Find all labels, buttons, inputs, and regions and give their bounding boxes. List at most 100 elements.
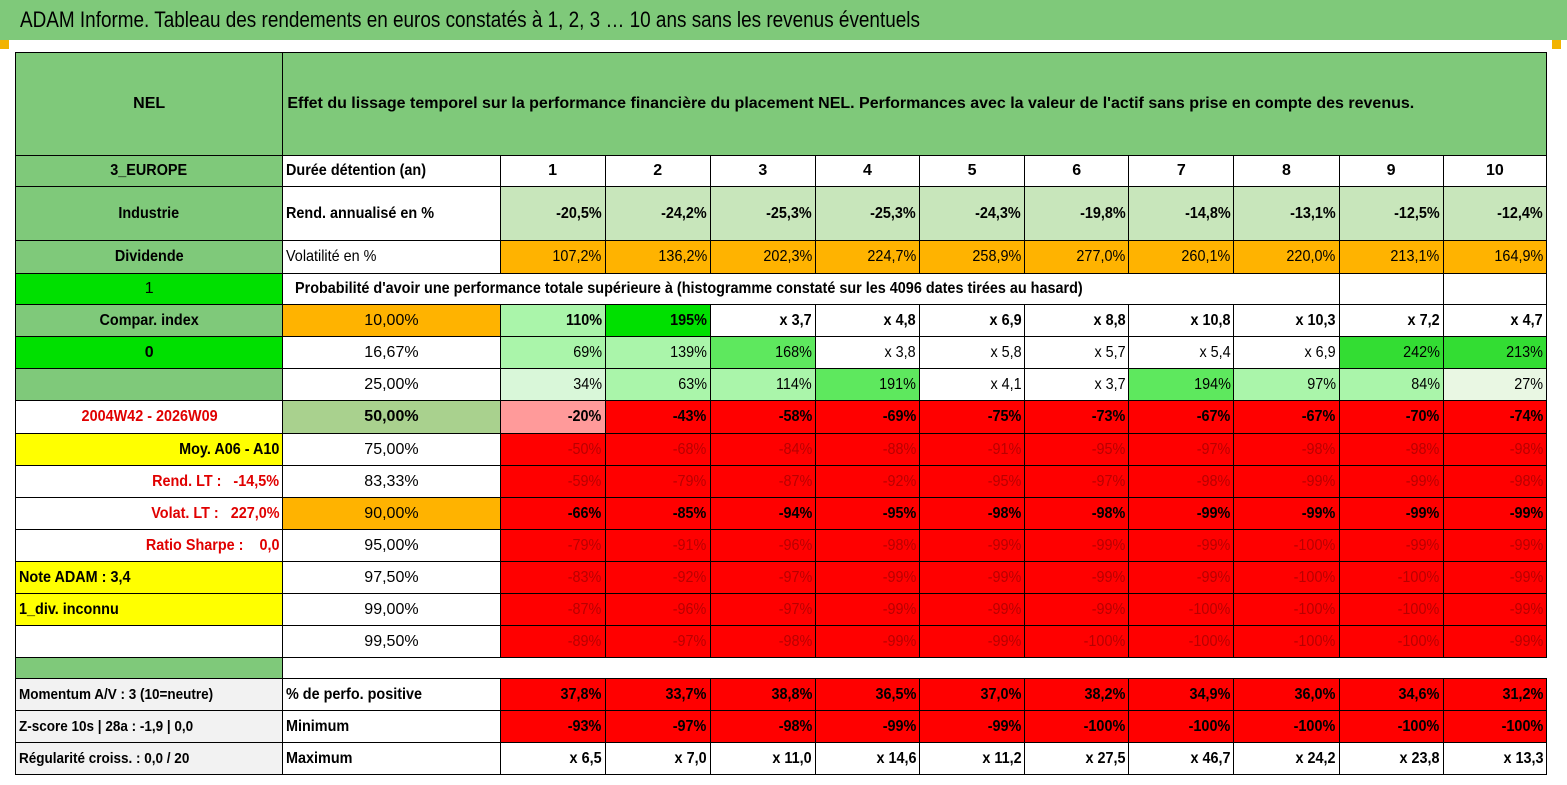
spacer-cell [14, 657, 284, 679]
percentile-cell: x 6,9 [1233, 336, 1340, 369]
spacer-cell [283, 658, 1547, 679]
percentile-row: 99,50% -89% -97% -98% -99% -99% -100% -1… [14, 625, 1548, 658]
minimum-cell: -100% [1128, 710, 1235, 743]
positive-perf-cell: 38,2% [1024, 678, 1130, 711]
volatility-cell: 258,9% [919, 240, 1026, 274]
percentile-cell: 242% [1338, 336, 1444, 369]
percentile-cell: -100% [1128, 593, 1235, 626]
year-cell: 2 [604, 155, 711, 187]
percentile-cell: -99% [1128, 561, 1235, 594]
percentile-row: Rend. LT : -14,5% 83,33% -59% -79% -87% … [14, 465, 1548, 498]
period-label: 2004W42 - 2026W09 [14, 400, 284, 434]
minimum-label: Minimum [282, 710, 501, 743]
percentile-cell: -99% [1128, 529, 1235, 562]
minimum-cell: -100% [1233, 710, 1340, 743]
empty-side-cell [14, 625, 284, 658]
positive-perf-cell: 37,8% [499, 678, 606, 711]
annual-return-cell: -25,3% [814, 186, 921, 241]
percentile-cell: -92% [814, 465, 921, 498]
returns-table: NEL Effet du lissage temporel sur la per… [14, 52, 1548, 775]
percentile-cell: -94% [709, 497, 816, 530]
probability-label: Probabilité d'avoir une performance tota… [282, 273, 1340, 305]
percentile-cell: -98% [1442, 433, 1548, 466]
positive-perf-cell: 34,9% [1128, 678, 1235, 711]
empty-cell [1338, 273, 1444, 305]
percentile-cell: -98% [919, 497, 1026, 530]
percentile-cell: -100% [1024, 625, 1130, 658]
percentile-cell: -89% [499, 625, 606, 658]
year-cell: 7 [1128, 155, 1235, 187]
compar-index-label: Compar. index [14, 304, 284, 337]
annual-return-cell: -13,1% [1233, 186, 1340, 241]
percentile-cell: -99% [1024, 529, 1130, 562]
percentile-cell: -99% [919, 593, 1026, 626]
percentile-cell: -100% [1338, 593, 1444, 626]
positive-perf-cell: 36,0% [1233, 678, 1340, 711]
percentile-cell: -99% [1233, 465, 1340, 498]
percentile-cell: -92% [604, 561, 711, 594]
percentile-cell: -79% [499, 529, 606, 562]
percentile-cell: x 5,4 [1128, 336, 1235, 369]
percentile-cell: x 4,1 [919, 368, 1026, 401]
percentile-label: 95,00% [282, 529, 501, 562]
percentile-cell: -58% [709, 400, 816, 434]
year-cell: 5 [919, 155, 1026, 187]
percentile-cell: -95% [814, 497, 921, 530]
percentile-row: Ratio Sharpe : 0,0 95,00% -79% -91% -96%… [14, 529, 1548, 562]
year-cell: 6 [1024, 155, 1130, 187]
percentile-cell: -99% [919, 529, 1026, 562]
percentile-cell: -73% [1024, 400, 1130, 434]
volatility-cell: 164,9% [1442, 240, 1548, 274]
percentile-cell: -79% [604, 465, 711, 498]
corner-marker [1552, 40, 1561, 49]
percentile-cell: -100% [1233, 561, 1340, 594]
percentile-cell: -91% [919, 433, 1026, 466]
annual-return-cell: -12,4% [1442, 186, 1548, 241]
percentile-cell: 97% [1233, 368, 1340, 401]
percentile-cell: 34% [499, 368, 606, 401]
volatility-cell: 202,3% [709, 240, 816, 274]
positive-perf-cell: 33,7% [604, 678, 711, 711]
percentile-cell: -50% [499, 433, 606, 466]
percentile-cell: x 6,9 [919, 304, 1026, 337]
volatility-cell: 220,0% [1233, 240, 1340, 274]
minimum-cell: -99% [919, 710, 1026, 743]
minimum-row: Z-score 10s | 28a : -1,9 | 0,0 Minimum -… [14, 710, 1548, 743]
regularity-label: Régularité croiss. : 0,0 / 20 [14, 742, 284, 775]
minimum-cell: -100% [1442, 710, 1548, 743]
annual-return-cell: -25,3% [709, 186, 816, 241]
volatility-cell: 213,1% [1338, 240, 1444, 274]
year-cell: 4 [814, 155, 921, 187]
maximum-cell: x 27,5 [1024, 742, 1130, 775]
minimum-cell: -99% [814, 710, 921, 743]
percentile-cell: -67% [1233, 400, 1340, 434]
header-row: NEL Effet du lissage temporel sur la per… [14, 52, 1547, 156]
spacer-row [14, 657, 1547, 679]
annual-return-cell: -12,5% [1338, 186, 1444, 241]
zscore-label: Z-score 10s | 28a : -1,9 | 0,0 [14, 710, 284, 743]
minimum-cell: -97% [604, 710, 711, 743]
percentile-cell: -97% [1024, 465, 1130, 498]
percentile-cell: x 4,7 [1442, 304, 1548, 337]
percentile-cell: -97% [1128, 433, 1235, 466]
dividend-info-label: 1_div. inconnu [14, 593, 284, 626]
momentum-label: Momentum A/V : 3 (10=neutre) [14, 678, 284, 711]
percentile-cell: -98% [1233, 433, 1340, 466]
region-label: 3_EUROPE [14, 155, 284, 187]
minimum-cell: -98% [709, 710, 816, 743]
percentile-cell: -98% [1024, 497, 1130, 530]
percentile-label: 50,00% [282, 400, 501, 434]
volatility-cell: 107,2% [499, 240, 606, 274]
maximum-cell: x 11,0 [709, 742, 816, 775]
percentile-cell: x 4,8 [814, 304, 921, 337]
percentile-cell: -99% [1442, 529, 1548, 562]
percentile-cell: 194% [1128, 368, 1235, 401]
flag-one: 1 [14, 273, 284, 305]
percentile-label: 97,50% [282, 561, 501, 594]
percentile-cell: -74% [1442, 400, 1548, 434]
volatility-row: Dividende Volatilité en % 107,2% 136,2% … [14, 240, 1548, 274]
duration-row: 3_EUROPE Durée détention (an) 1 2 3 4 5 … [14, 155, 1548, 187]
percentile-cell: -100% [1338, 625, 1444, 658]
percentile-cell: -98% [709, 625, 816, 658]
percentile-cell: -99% [1024, 593, 1130, 626]
